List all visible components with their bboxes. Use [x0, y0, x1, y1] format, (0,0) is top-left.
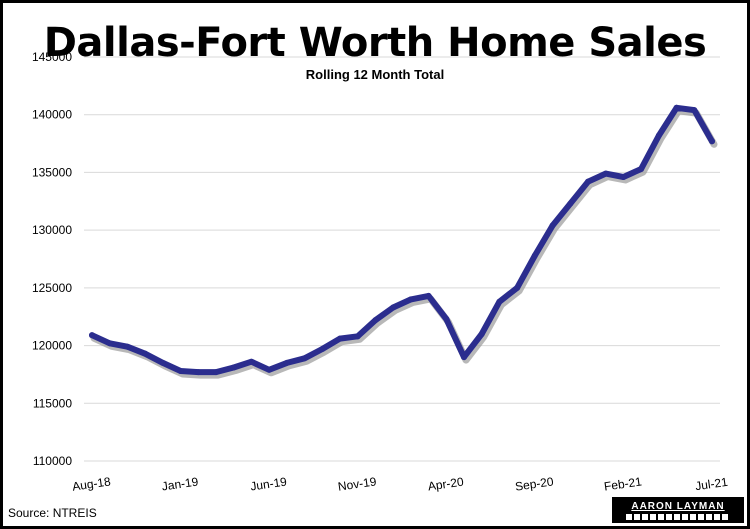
series-layer: [89, 104, 718, 379]
data-point: [301, 355, 308, 362]
x-tick-label: Jan-19: [161, 475, 200, 494]
y-tick-label: 135000: [32, 165, 72, 179]
y-tick-label: 120000: [32, 339, 72, 353]
y-tick-label: 145000: [32, 50, 72, 64]
data-point: [159, 359, 166, 366]
data-point: [266, 366, 273, 373]
x-tick-label: Jun-19: [249, 475, 288, 494]
data-point: [319, 346, 326, 353]
y-tick-label: 130000: [32, 223, 72, 237]
data-point: [443, 316, 450, 323]
data-point: [89, 332, 95, 339]
y-tick-label: 125000: [32, 281, 72, 295]
x-tick-label: Sep-20: [514, 474, 555, 493]
brand-logo-graphic: [626, 514, 730, 520]
brand-logo: AARON LAYMAN: [612, 497, 744, 523]
data-point: [230, 364, 237, 371]
x-tick-label: Aug-18: [71, 474, 112, 493]
brand-logo-text: AARON LAYMAN: [631, 501, 725, 512]
y-axis-ticks: 110000 115000 120000 125000 130000 135000 1400…: [32, 50, 72, 468]
gridlines: [84, 56, 720, 462]
data-point: [177, 367, 184, 374]
data-point: [673, 104, 680, 111]
x-tick-label: Jul-21: [694, 475, 729, 493]
data-point: [425, 292, 432, 299]
data-point: [496, 298, 503, 305]
data-point: [213, 369, 219, 376]
data-point: [549, 222, 556, 229]
data-point: [709, 138, 715, 145]
y-tick-label: 115000: [33, 396, 72, 410]
series-line: [89, 104, 715, 376]
data-point: [620, 174, 627, 181]
x-tick-label: Nov-19: [337, 474, 378, 493]
data-point: [106, 340, 113, 347]
x-tick-label: Apr-20: [427, 475, 465, 494]
data-point: [602, 170, 609, 177]
data-point: [124, 343, 131, 350]
data-point: [514, 284, 521, 291]
data-point: [390, 304, 397, 311]
y-tick-label: 140000: [32, 108, 72, 122]
data-point: [531, 252, 538, 259]
data-point: [407, 296, 414, 303]
data-point: [142, 350, 149, 357]
data-point: [567, 200, 574, 207]
data-point: [354, 333, 361, 340]
x-axis-ticks: Aug-18 Jan-19 Jun-19 Nov-19 Apr-20 Sep-20 Feb-…: [71, 474, 729, 493]
data-point: [461, 354, 467, 361]
chart-subtitle: Rolling 12 Month Total: [305, 67, 445, 82]
data-point: [337, 335, 343, 342]
data-point: [248, 358, 255, 365]
data-point: [283, 359, 290, 366]
series-line-shadow: [90, 107, 718, 379]
data-point: [372, 317, 379, 324]
y-tick-label: 110000: [33, 454, 72, 468]
chart-title: Dallas-Fort Worth Home Sales: [43, 20, 707, 66]
data-point: [585, 178, 591, 185]
data-point: [195, 369, 202, 376]
data-point: [655, 132, 662, 139]
source-note: Source: NTREIS: [8, 506, 97, 520]
x-tick-label: Feb-21: [603, 474, 643, 493]
data-point: [691, 107, 698, 114]
data-point: [478, 331, 485, 338]
data-point: [638, 165, 645, 172]
